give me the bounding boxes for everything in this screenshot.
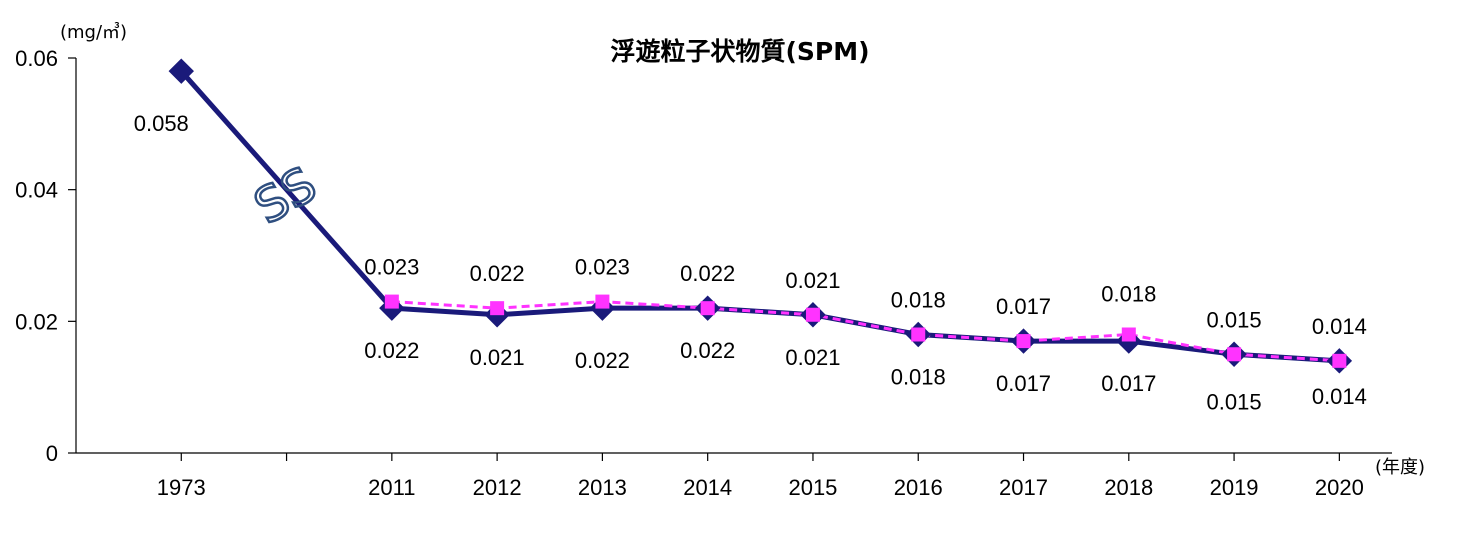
series-2-data-label: 0.023 — [575, 255, 630, 280]
series-1-data-label: 0.017 — [1101, 371, 1156, 396]
series-1-data-label: 0.018 — [891, 365, 946, 390]
data-labels: 0.058 0.022 0.021 0.022 0.022 0.021 0.018 0.017… — [134, 111, 1367, 414]
x-tick-label: 2012 — [473, 475, 522, 500]
series-1-data-label: 0.015 — [1207, 389, 1262, 414]
series-2-data-label: 0.021 — [785, 268, 840, 293]
series-1-data-label: 0.058 — [134, 111, 189, 136]
x-tick-label: 1973 — [157, 475, 206, 500]
x-tick-label: 2018 — [1104, 475, 1153, 500]
series-2-marker — [1016, 334, 1031, 349]
series-2-marker — [700, 301, 715, 316]
x-tick-label: 2011 — [368, 475, 415, 500]
x-tick-label: 2017 — [999, 475, 1048, 500]
x-tick-label: 2019 — [1210, 475, 1259, 500]
series-1-data-label: 0.014 — [1312, 384, 1367, 409]
x-axis: 1973 2011 2012 2013 2014 2015 2016 2017 2018 2019… — [157, 453, 1364, 500]
series-1-data-label: 0.021 — [785, 345, 840, 370]
y-tick-label: 0.06 — [15, 46, 58, 71]
series-2-line — [391, 300, 1340, 363]
y-axis-unit: (mg/㎥) — [60, 22, 127, 43]
series-2-data-label: 0.017 — [996, 294, 1051, 319]
series-lines — [179, 69, 1340, 364]
x-tick-label: 2013 — [578, 475, 627, 500]
series-1-line — [179, 69, 1340, 364]
x-tick-label: 2016 — [894, 475, 943, 500]
series-2-data-label: 0.022 — [470, 261, 525, 286]
series-2-data-label: 0.018 — [1101, 282, 1156, 307]
series-2-marker — [911, 327, 926, 342]
series-2-marker — [595, 294, 610, 309]
series-1-data-label: 0.017 — [996, 371, 1051, 396]
series-2-marker — [1332, 353, 1347, 368]
series-1-data-label: 0.022 — [680, 338, 735, 363]
x-axis-unit: (年度) — [1375, 457, 1425, 478]
y-tick-label: 0 — [46, 441, 58, 466]
series-markers — [168, 58, 1353, 374]
series-2-data-label: 0.015 — [1207, 307, 1262, 332]
y-tick-label: 0.02 — [15, 309, 58, 334]
chart-title: 浮遊粒子状物質(SPM) — [610, 37, 869, 66]
series-1-data-label: 0.022 — [575, 348, 630, 373]
series-2-marker — [384, 294, 399, 309]
x-tick-label: 2015 — [788, 475, 837, 500]
y-axis: 0 0.02 0.04 0.06 — [15, 46, 76, 466]
series-2-data-label: 0.018 — [891, 288, 946, 313]
series-2-marker — [1121, 327, 1136, 342]
series-2-data-label: 0.022 — [680, 261, 735, 286]
series-1-data-label: 0.021 — [470, 345, 525, 370]
y-tick-label: 0.04 — [15, 178, 58, 203]
series-2-marker — [805, 307, 820, 322]
series-1-marker — [168, 58, 194, 84]
series-2-marker — [1227, 347, 1242, 362]
x-tick-label: 2014 — [683, 475, 732, 500]
series-2-data-label: 0.014 — [1312, 314, 1367, 339]
x-tick-label: 2020 — [1315, 475, 1364, 500]
series-1-data-label: 0.022 — [364, 338, 419, 363]
series-2-marker — [490, 301, 505, 316]
series-2-data-label: 0.023 — [364, 255, 419, 280]
